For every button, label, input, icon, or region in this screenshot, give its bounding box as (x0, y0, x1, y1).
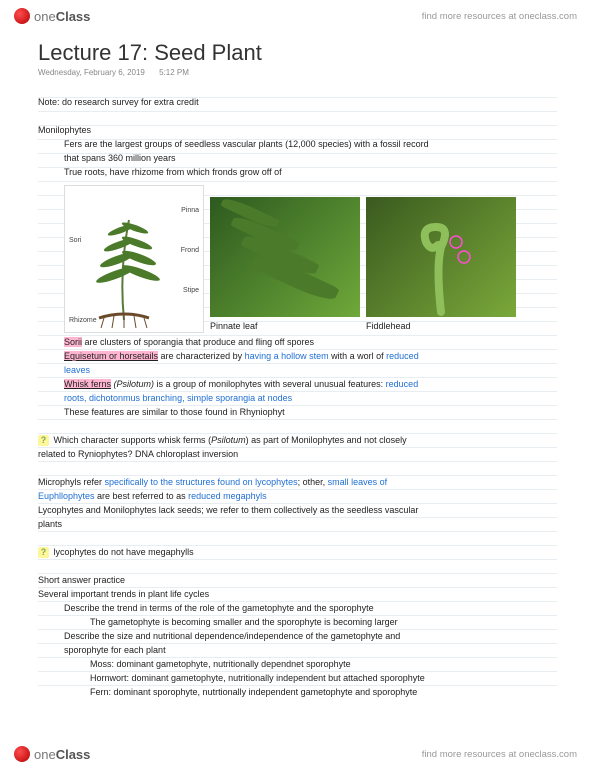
page-meta: Wednesday, February 6, 2019 5:12 PM (38, 68, 557, 77)
line-rhyniophyt: These features are similar to those foun… (38, 405, 557, 419)
header-tagline: find more resources at oneclass.com (422, 11, 577, 22)
heading-short-answer: Short answer practice (38, 573, 557, 587)
line-microphyls-2: Euphllophytes are best referred to as re… (38, 489, 557, 503)
desc-1a: The gametophyte is becoming smaller and … (38, 615, 557, 629)
desc-1: Describe the trend in terms of the role … (38, 601, 557, 615)
label-sori: Sori (69, 234, 81, 248)
line-sorii: Sorii are clusters of sporangia that pro… (38, 335, 557, 349)
line-fers-a: Fers are the largest groups of seedless … (38, 137, 557, 151)
caption-pinnate: Pinnate leaf (210, 319, 360, 333)
label-pinna: Pinna (181, 204, 199, 218)
question-1: ? Which character supports whisk ferms (… (38, 433, 557, 447)
desc-2e: Fern: dominant sporophyte, nutrtionally … (38, 685, 557, 699)
note-body: Note: do research survey for extra credi… (38, 95, 557, 699)
brand-text: oneClass (34, 9, 90, 24)
line-lack-seeds: Lycophytes and Monilophytes lack seeds; … (38, 503, 557, 517)
desc-2d: Hornwort: dominant gametophyte, nutritio… (38, 671, 557, 685)
line-equisetum-2: leaves (38, 363, 557, 377)
figure-row: Pinna Sori Frond Stipe Rhizome Pinnate l… (64, 185, 557, 333)
header-bar: oneClass find more resources at oneclass… (0, 0, 595, 32)
label-frond: Frond (181, 244, 199, 258)
question-1b: related to Ryniophytes? DNA chloroplast … (38, 447, 557, 461)
line-microphyls: Microphyls refer specifically to the str… (38, 475, 557, 489)
brand-logo-icon (14, 746, 30, 762)
question-2: ? lycophytes do not have megaphylls (38, 545, 557, 559)
fern-svg-icon (69, 190, 199, 330)
question-icon: ? (38, 547, 49, 558)
photo-pinnate (210, 197, 360, 317)
line-roots: True roots, have rhizome from which fron… (38, 165, 557, 179)
desc-2b: sporophyte for each plant (38, 643, 557, 657)
line-lack-seeds-2: plants (38, 517, 557, 531)
heading-monilophytes: Monilophytes (38, 123, 557, 137)
brand-footer: oneClass (14, 746, 90, 762)
desc-2c: Moss: dominant gametophyte, nutritionall… (38, 657, 557, 671)
meta-time: 5:12 PM (159, 68, 189, 77)
page-content: Lecture 17: Seed Plant Wednesday, Februa… (0, 32, 595, 699)
brand-logo-icon (14, 8, 30, 24)
caption-fiddlehead: Fiddlehead (366, 319, 516, 333)
line-equisetum: Equisetum or horsetails are characterize… (38, 349, 557, 363)
note-extra-credit: Note: do research survey for extra credi… (38, 95, 557, 109)
label-stipe: Stipe (183, 284, 199, 298)
desc-2: Describe the size and nutritional depend… (38, 629, 557, 643)
brand-text-footer: oneClass (34, 747, 90, 762)
footer-tagline: find more resources at oneclass.com (422, 749, 577, 760)
meta-date: Wednesday, February 6, 2019 (38, 68, 145, 77)
page-title: Lecture 17: Seed Plant (38, 40, 557, 66)
label-rhizome: Rhizome (69, 314, 97, 328)
brand: oneClass (14, 8, 90, 24)
photo-fiddlehead (366, 197, 516, 317)
fiddlehead-svg-icon (366, 197, 516, 317)
line-whisk-2: roots, dichotonmus branching, simple spo… (38, 391, 557, 405)
fern-diagram: Pinna Sori Frond Stipe Rhizome (64, 185, 204, 333)
line-trends: Several important trends in plant life c… (38, 587, 557, 601)
question-icon: ? (38, 435, 49, 446)
footer-bar: oneClass find more resources at oneclass… (0, 738, 595, 770)
line-fers-b: that spans 360 million years (38, 151, 557, 165)
line-whisk: Whisk ferns (Psilotum) is a group of mon… (38, 377, 557, 391)
